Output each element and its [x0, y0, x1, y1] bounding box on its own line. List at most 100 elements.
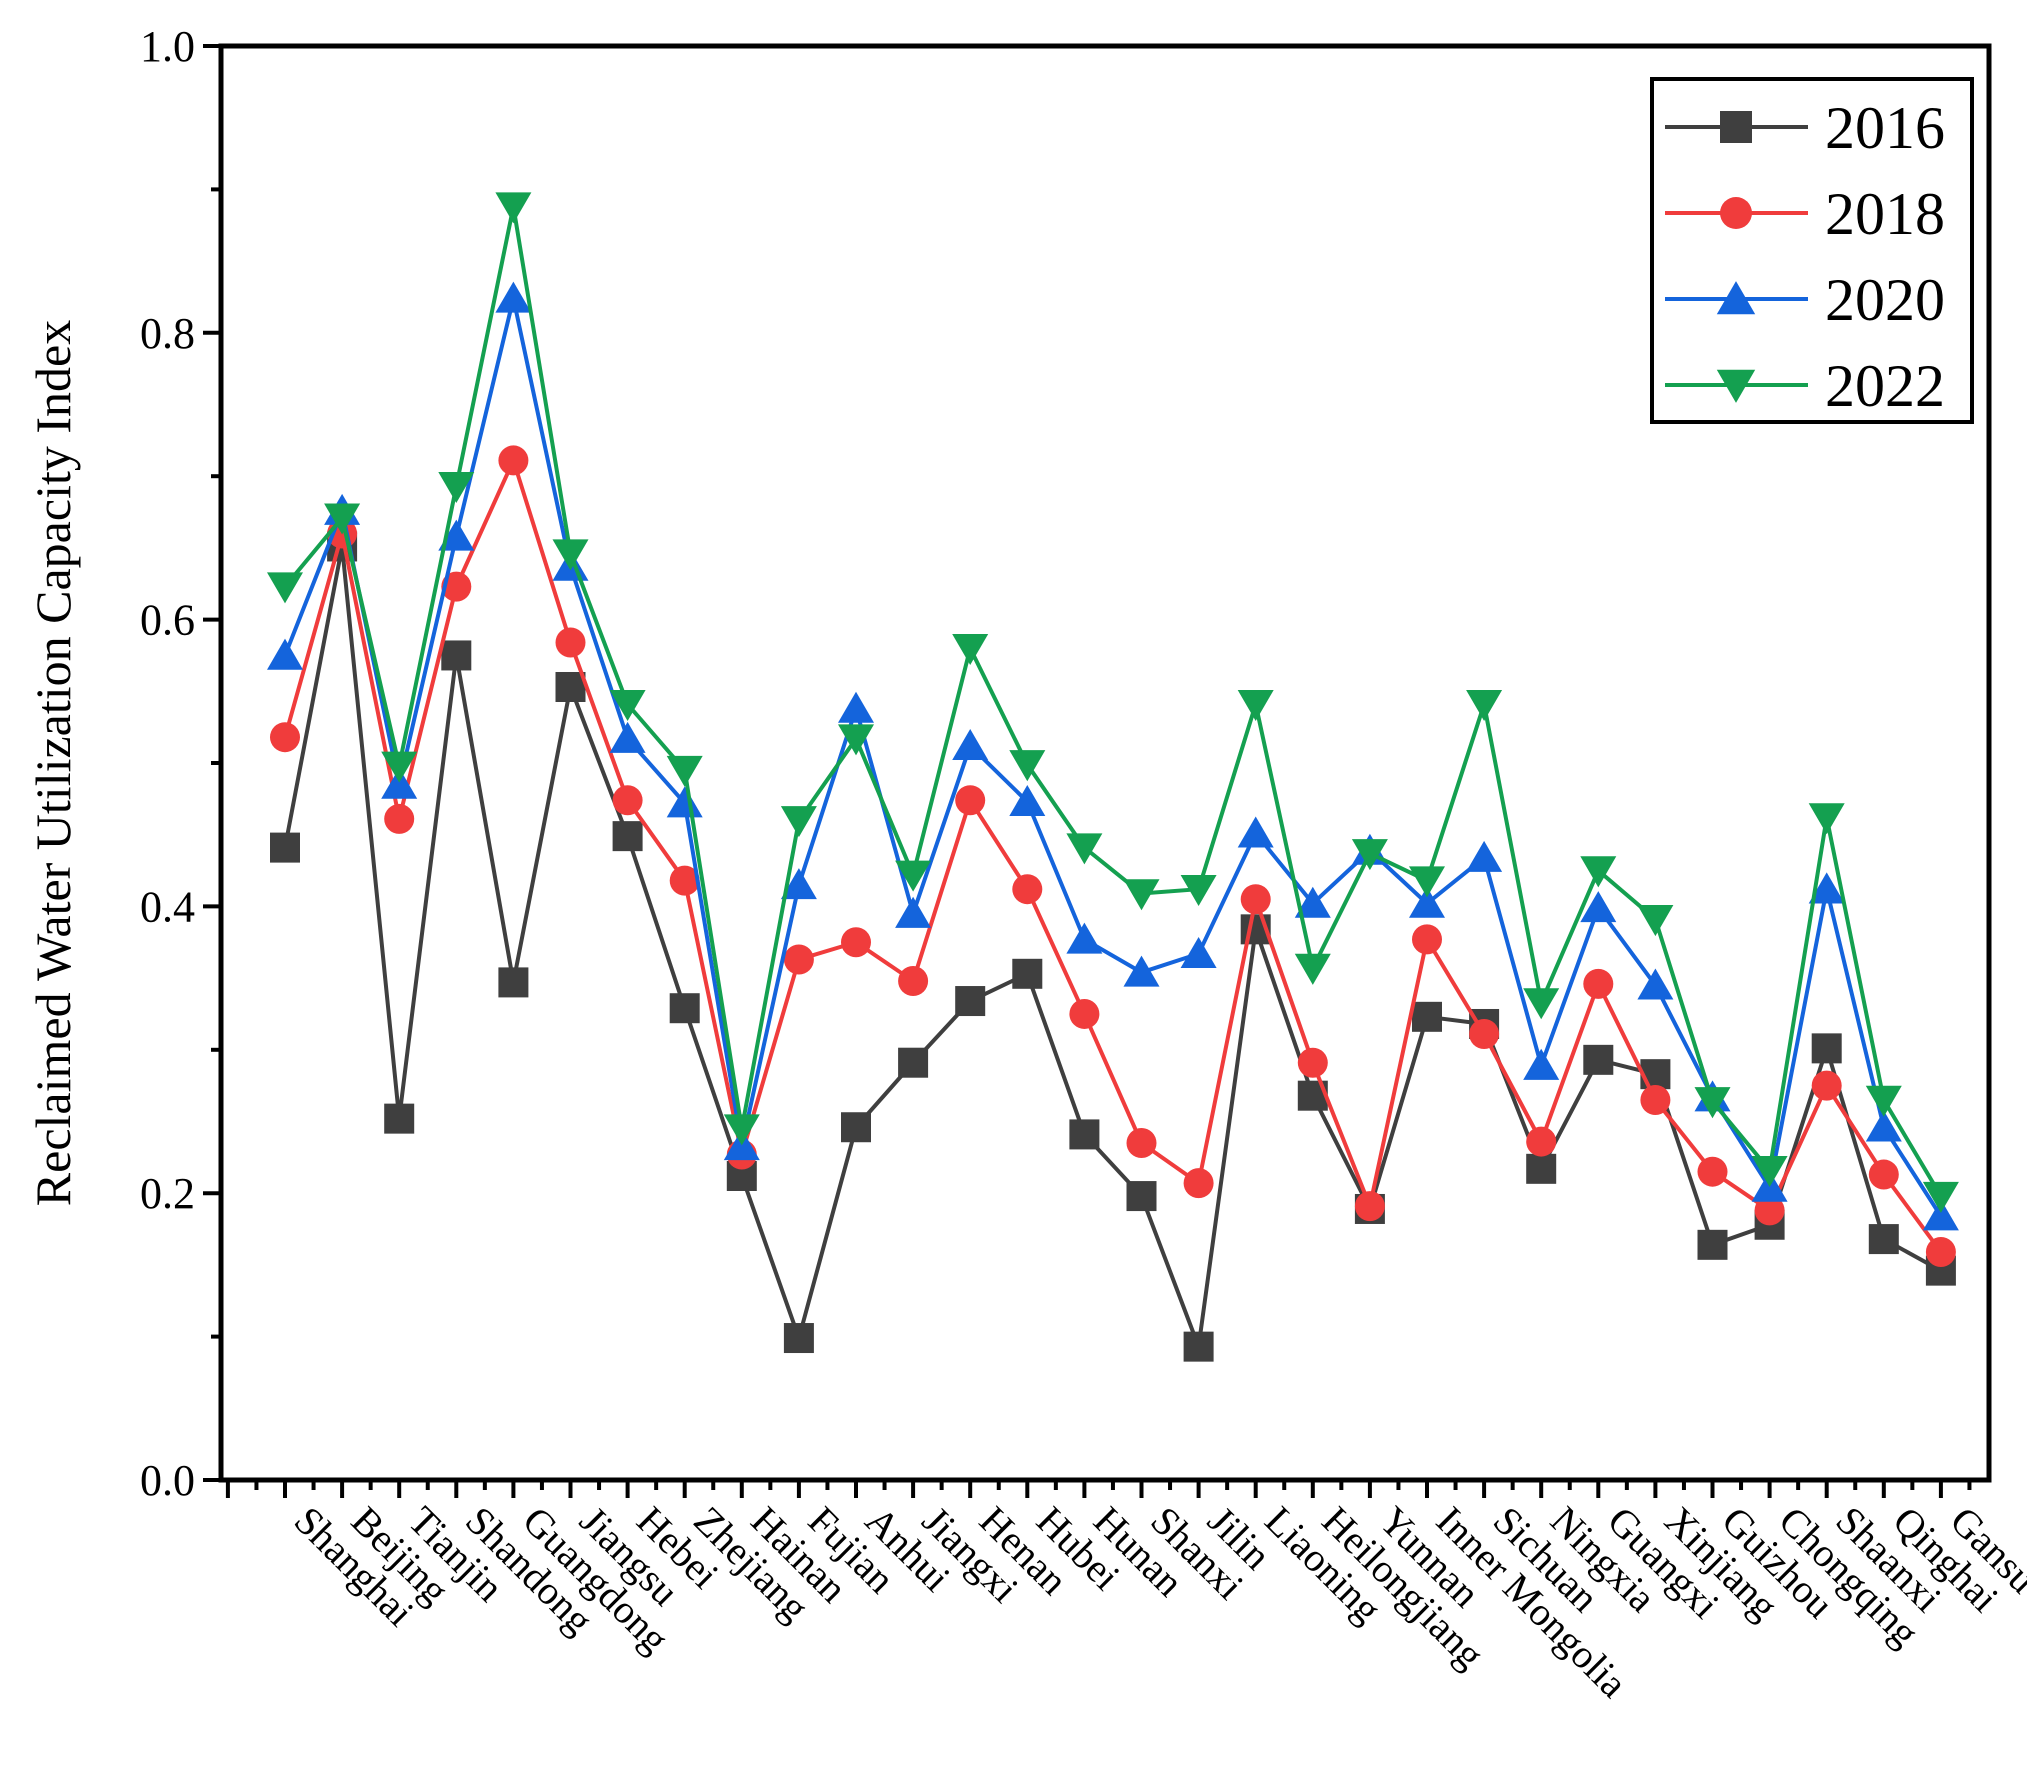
data-point-2016	[955, 986, 986, 1017]
data-point-2018	[1754, 1195, 1785, 1226]
data-point-2020	[666, 786, 703, 818]
data-point-2016	[498, 967, 529, 998]
data-point-2020	[381, 767, 418, 799]
y-tick-label: 0.0	[140, 1456, 195, 1505]
data-point-2020	[1865, 1110, 1902, 1142]
data-point-2016	[555, 671, 586, 702]
series-2022	[267, 192, 1959, 1213]
data-point-2020	[1123, 955, 1160, 987]
data-point-2020	[952, 729, 989, 761]
data-point-2020	[1294, 886, 1331, 918]
data-point-2022	[438, 471, 475, 504]
y-axis: 0.0 0.2 0.4 0.6 0.8 1.0	[140, 22, 221, 1505]
legend-marker-2020	[1716, 281, 1756, 315]
y-tick-label: 1.0	[140, 22, 195, 71]
data-point-2020	[495, 281, 532, 313]
data-point-2020	[1523, 1048, 1560, 1080]
data-point-2022	[1637, 905, 1674, 937]
data-point-2018	[1183, 1168, 1214, 1199]
data-point-2022	[895, 860, 932, 892]
data-point-2020	[1637, 968, 1674, 1000]
y-axis-title: Reclaimed Water Utilization Capacity Ind…	[25, 320, 81, 1206]
legend-box	[1650, 77, 1974, 424]
data-point-2018	[955, 785, 986, 816]
data-point-2016	[783, 1323, 814, 1354]
series-line-2018	[283, 458, 1943, 1254]
data-point-2022	[1123, 879, 1160, 911]
data-point-2018	[1811, 1070, 1842, 1101]
data-point-2018	[1012, 874, 1043, 905]
data-point-2018	[270, 722, 300, 753]
data-point-2016	[841, 1112, 871, 1143]
data-point-2018	[1297, 1047, 1328, 1078]
data-point-2022	[1523, 988, 1560, 1020]
series-2016	[270, 531, 1956, 1362]
data-point-2016	[1811, 1033, 1842, 1064]
data-point-2018	[1925, 1236, 1956, 1267]
data-point-2016	[898, 1047, 929, 1078]
data-point-2022	[838, 724, 874, 756]
data-point-2018	[441, 571, 472, 602]
legend-label-2020: 2020	[1825, 267, 1945, 333]
data-point-2022	[1466, 689, 1503, 721]
data-point-2020	[267, 638, 303, 670]
data-point-2022	[609, 689, 646, 721]
data-point-2022	[780, 806, 817, 838]
data-point-2016	[384, 1103, 415, 1134]
series-2018	[270, 445, 1956, 1267]
y-tick-label: 0.8	[140, 309, 195, 358]
data-point-2018	[1126, 1128, 1157, 1159]
data-point-2020	[780, 868, 817, 900]
data-point-2022	[1409, 866, 1445, 898]
data-point-2016	[1126, 1181, 1157, 1212]
data-point-2016	[1012, 958, 1043, 989]
data-point-2016	[1526, 1153, 1557, 1184]
data-point-2022	[1922, 1181, 1959, 1213]
data-point-2022	[666, 755, 703, 787]
data-point-2020	[1466, 840, 1503, 872]
data-point-2016	[1868, 1224, 1899, 1255]
legend-label-2022: 2022	[1825, 353, 1945, 419]
data-point-2020	[1066, 922, 1103, 954]
y-tick-label: 0.2	[140, 1169, 195, 1218]
data-point-2018	[1069, 998, 1100, 1029]
data-point-2016	[441, 640, 472, 671]
data-point-2016	[612, 821, 643, 852]
legend-label-2016: 2016	[1825, 95, 1945, 161]
data-point-2022	[1237, 689, 1274, 721]
series-line-2022	[283, 204, 1943, 1198]
data-point-2022	[723, 1114, 760, 1146]
series-line-2020	[283, 296, 1943, 1218]
series-line-2016	[283, 544, 1942, 1349]
data-point-2018	[783, 944, 814, 975]
data-point-2020	[1409, 886, 1445, 918]
data-point-2022	[1180, 874, 1217, 906]
data-point-2016	[669, 993, 700, 1024]
x-axis: ShanghaiBeijingTianjinShandongGuangdongJ…	[225, 1480, 2027, 1706]
data-point-2018	[1240, 884, 1271, 915]
data-point-2018	[669, 865, 700, 896]
data-point-2022	[952, 634, 989, 666]
data-point-2018	[1354, 1191, 1385, 1222]
data-point-2016	[1412, 1001, 1442, 1032]
data-point-2018	[612, 785, 643, 816]
legend-label-2018: 2018	[1825, 181, 1945, 247]
data-point-2018	[1469, 1019, 1500, 1050]
data-point-2018	[1583, 968, 1614, 999]
data-point-2020	[895, 896, 932, 928]
data-point-2022	[267, 572, 303, 604]
data-point-2022	[1009, 750, 1046, 782]
data-point-2022	[1580, 856, 1617, 888]
data-point-2018	[555, 627, 586, 658]
data-point-2020	[609, 721, 646, 753]
data-point-2018	[1868, 1159, 1899, 1190]
data-point-2016	[1697, 1229, 1728, 1260]
data-point-2020	[1922, 1199, 1959, 1231]
data-point-2022	[381, 751, 418, 783]
y-tick-label: 0.6	[140, 596, 195, 645]
data-point-2020	[1180, 936, 1217, 968]
data-point-2018	[1526, 1126, 1557, 1157]
legend: 2016 2018 2020 2022	[1650, 77, 1974, 424]
data-point-2022	[1808, 803, 1845, 835]
